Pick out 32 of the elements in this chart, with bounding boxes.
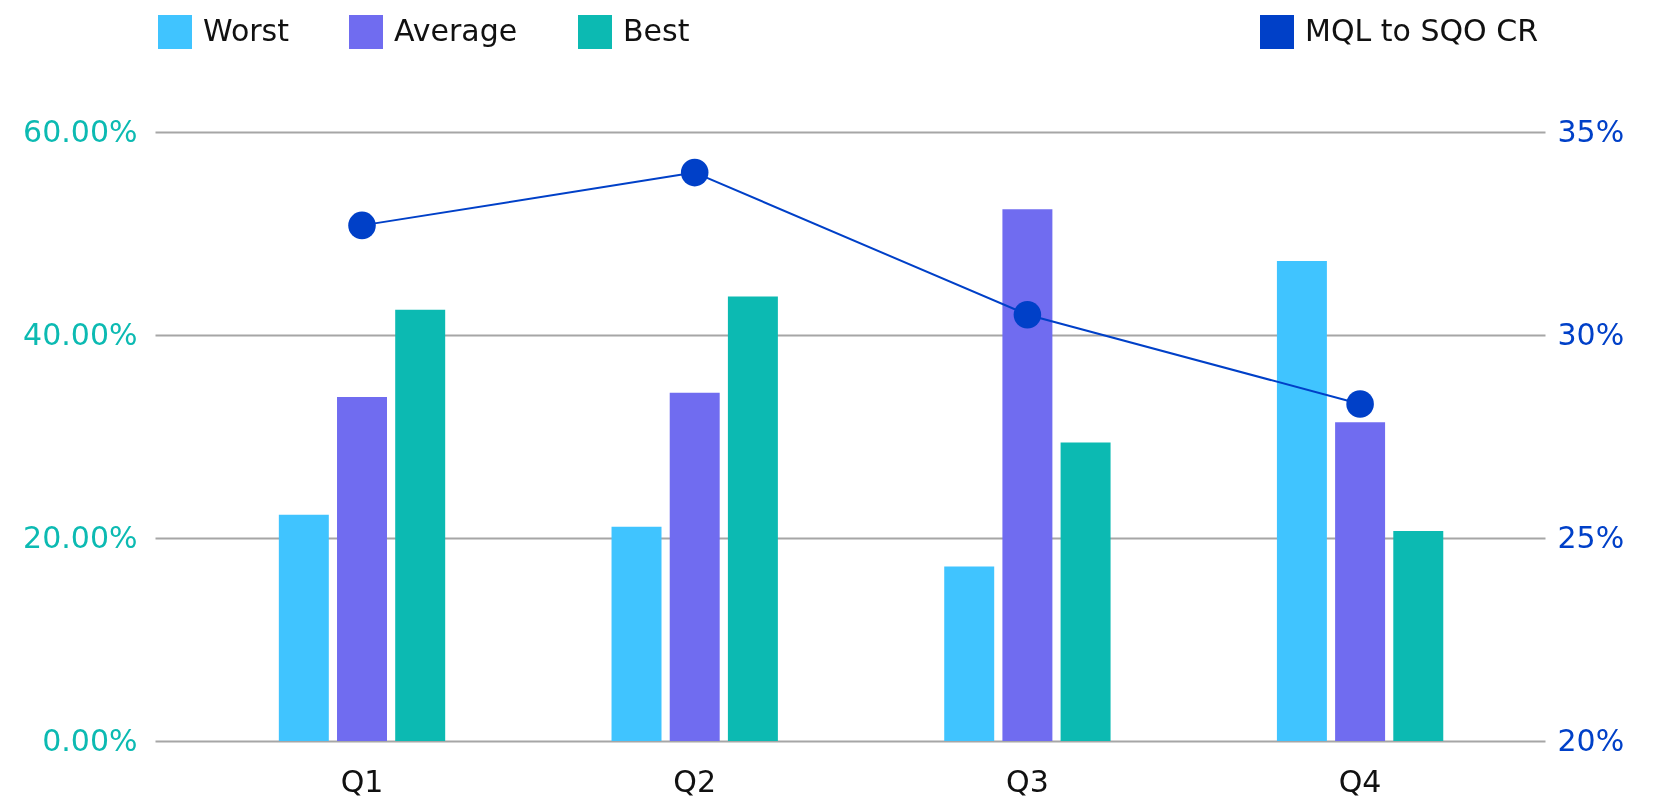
bar	[1276, 260, 1327, 741]
x-tick-label: Q4	[1338, 763, 1382, 799]
legend-label: Average	[394, 13, 518, 48]
bar	[1060, 442, 1111, 741]
x-tick-label: Q1	[340, 763, 384, 799]
point	[348, 211, 376, 240]
bar	[727, 296, 778, 741]
y-tick-label: 0.00%	[42, 722, 138, 758]
bar	[337, 396, 387, 741]
point	[1013, 300, 1042, 329]
bar	[278, 514, 329, 741]
bar	[611, 526, 662, 741]
y2-tick-label: 30%	[1557, 316, 1625, 352]
legend-label: Worst	[203, 13, 290, 48]
y-tick-label: 40.00%	[23, 316, 138, 352]
bar	[1002, 209, 1053, 741]
y-tick-label: 60.00%	[23, 113, 138, 149]
point	[680, 158, 709, 187]
bar	[944, 566, 995, 741]
y2-tick-label: 35%	[1557, 113, 1625, 149]
legend-label: Best	[623, 13, 690, 48]
y2-tick-label: 20%	[1557, 722, 1625, 758]
bar	[1393, 530, 1444, 741]
y2-tick-label: 25%	[1557, 519, 1625, 555]
bar	[395, 309, 446, 741]
bar	[669, 392, 720, 741]
x-tick-label: Q2	[673, 763, 717, 799]
legend-label: MQL to SQO CR	[1305, 13, 1538, 48]
bar	[1335, 422, 1386, 741]
point	[1346, 390, 1374, 418]
y-tick-label: 20.00%	[23, 519, 138, 555]
x-tick-label: Q3	[1006, 763, 1049, 799]
